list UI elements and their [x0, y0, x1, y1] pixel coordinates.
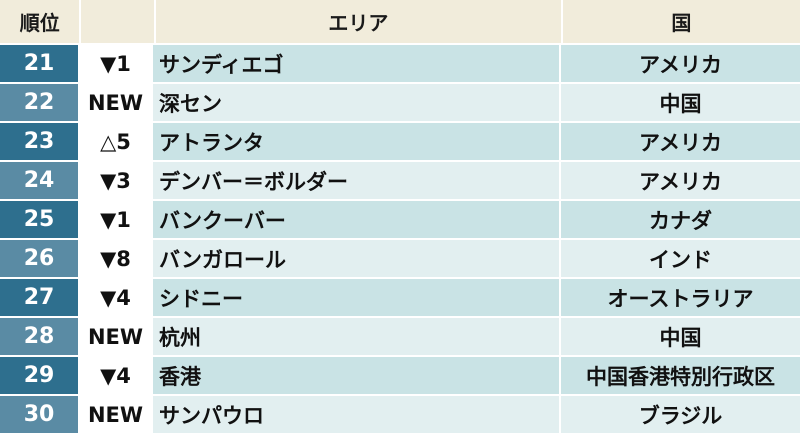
change-cell: NEW [80, 318, 153, 355]
change-cell: ▼1 [80, 201, 153, 238]
country-cell: インド [561, 240, 800, 277]
rank-cell: 30 [0, 396, 80, 433]
table-row: 26 ▼8 バンガロール インド [0, 240, 800, 279]
area-cell: シドニー [153, 279, 561, 316]
change-cell: ▼4 [80, 279, 153, 316]
rank-cell: 29 [0, 357, 80, 394]
area-cell: サンパウロ [153, 396, 561, 433]
rank-cell: 25 [0, 201, 80, 238]
area-cell: バンガロール [153, 240, 561, 277]
area-cell: サンディエゴ [153, 45, 561, 82]
change-cell: NEW [80, 396, 153, 433]
country-cell: ブラジル [561, 396, 800, 433]
rank-cell: 27 [0, 279, 80, 316]
country-cell: アメリカ [561, 123, 800, 160]
change-cell: ▼4 [80, 357, 153, 394]
table-header: 順位 エリア 国 [0, 0, 800, 45]
rank-cell: 21 [0, 45, 80, 82]
country-cell: アメリカ [561, 45, 800, 82]
change-cell: ▼1 [80, 45, 153, 82]
table-row: 21 ▼1 サンディエゴ アメリカ [0, 45, 800, 84]
area-cell: 深セン [153, 84, 561, 121]
header-country: 国 [671, 11, 692, 35]
header-area: エリア [156, 0, 563, 43]
rank-cell: 26 [0, 240, 80, 277]
rank-cell: 22 [0, 84, 80, 121]
rank-cell: 28 [0, 318, 80, 355]
table-row: 22 NEW 深セン 中国 [0, 84, 800, 123]
change-cell: △5 [80, 123, 153, 160]
table-row: 25 ▼1 バンクーバー カナダ [0, 201, 800, 240]
change-cell: NEW [80, 84, 153, 121]
country-cell: アメリカ [561, 162, 800, 199]
rank-cell: 23 [0, 123, 80, 160]
change-cell: ▼8 [80, 240, 153, 277]
area-cell: 杭州 [153, 318, 561, 355]
table-row: 30 NEW サンパウロ ブラジル [0, 396, 800, 433]
header-change [81, 0, 156, 43]
rank-cell: 24 [0, 162, 80, 199]
country-cell: 中国香港特別行政区 [561, 357, 800, 394]
area-cell: アトランタ [153, 123, 561, 160]
table-row: 23 △5 アトランタ アメリカ [0, 123, 800, 162]
table-row: 28 NEW 杭州 中国 [0, 318, 800, 357]
table-row: 27 ▼4 シドニー オーストラリア [0, 279, 800, 318]
table-row: 24 ▼3 デンバー＝ボルダー アメリカ [0, 162, 800, 201]
country-cell: カナダ [561, 201, 800, 238]
country-cell: 中国 [561, 84, 800, 121]
change-cell: ▼3 [80, 162, 153, 199]
area-cell: バンクーバー [153, 201, 561, 238]
country-cell: オーストラリア [561, 279, 800, 316]
table-row: 29 ▼4 香港 中国香港特別行政区 [0, 357, 800, 396]
header-rank: 順位 [0, 0, 82, 43]
area-cell: デンバー＝ボルダー [153, 162, 561, 199]
country-cell: 中国 [561, 318, 800, 355]
area-cell: 香港 [153, 357, 561, 394]
